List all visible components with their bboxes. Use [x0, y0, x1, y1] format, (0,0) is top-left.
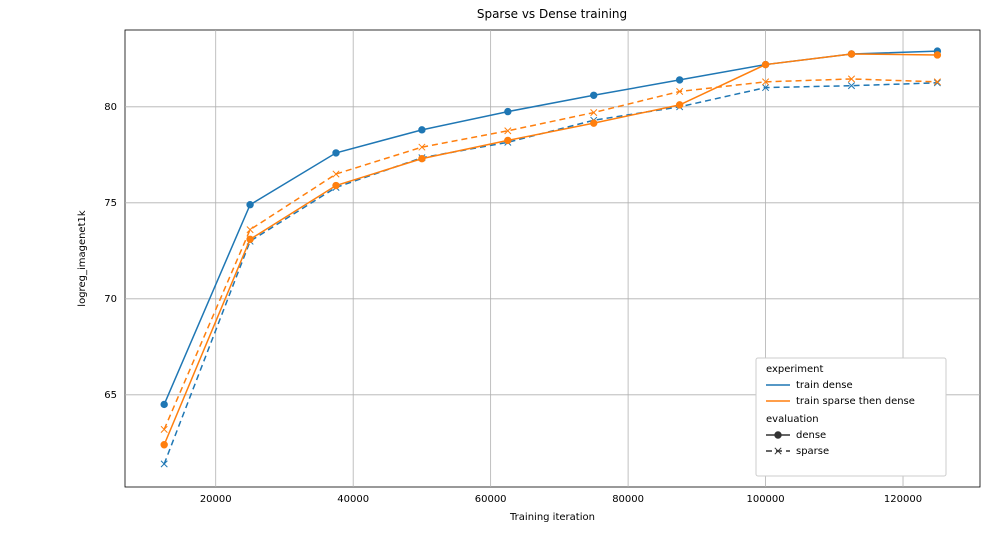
- x-tick-label: 40000: [337, 494, 369, 505]
- x-tick-label: 20000: [200, 494, 232, 505]
- series-dense_dense: [164, 51, 937, 404]
- y-ticks: 65 70 75 80: [104, 102, 125, 401]
- legend-item: train sparse then dense: [796, 396, 915, 407]
- x-axis-label: Training iteration: [509, 512, 595, 523]
- legend-title-evaluation: evaluation: [766, 414, 819, 425]
- sparse-vs-dense-chart: Sparse vs Dense training 20000 40000 60000…: [0, 0, 997, 547]
- legend-item: sparse: [796, 446, 829, 457]
- legend: experiment train dense train sparse then d…: [756, 358, 946, 476]
- legend-item: train dense: [796, 380, 853, 391]
- y-tick-label: 80: [104, 102, 117, 113]
- y-tick-label: 75: [104, 198, 117, 209]
- x-ticks: 20000 40000 60000 80000 100000 120000: [200, 487, 922, 505]
- legend-title-experiment: experiment: [766, 364, 824, 375]
- x-tick-label: 120000: [884, 494, 922, 505]
- x-tick-label: 60000: [475, 494, 507, 505]
- chart-title: Sparse vs Dense training: [477, 7, 627, 21]
- x-tick-label: 80000: [612, 494, 644, 505]
- y-tick-label: 65: [104, 390, 117, 401]
- y-axis-label: logreg_imagenet1k: [77, 210, 88, 307]
- x-tick-label: 100000: [746, 494, 784, 505]
- y-tick-label: 70: [104, 294, 117, 305]
- legend-item: dense: [796, 430, 826, 441]
